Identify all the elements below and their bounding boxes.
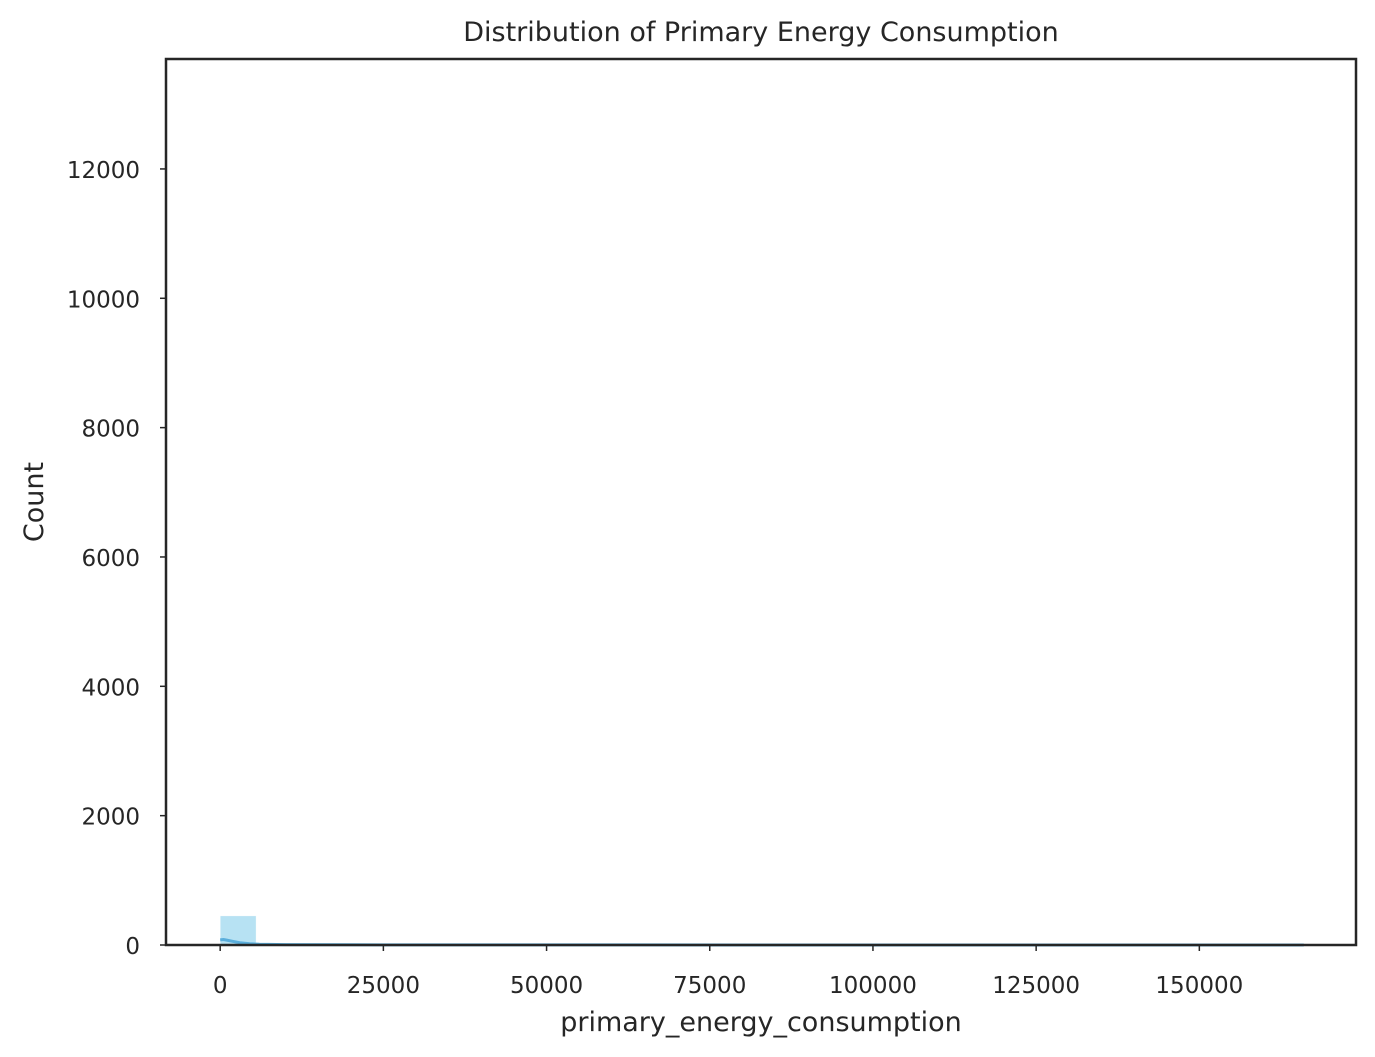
x-tick-label: 150000: [1155, 973, 1243, 999]
x-tick-label: 100000: [829, 973, 917, 999]
x-tick-label: 75000: [673, 973, 746, 999]
y-tick-label: 6000: [81, 546, 140, 572]
plot-frame: [164, 57, 1358, 947]
x-tick-label: 0: [213, 973, 228, 999]
y-tick-label: 4000: [81, 675, 140, 701]
y-tick-label: 12000: [67, 158, 140, 184]
plot-area: [166, 59, 1356, 945]
x-tick-label: 25000: [347, 973, 420, 999]
y-tick-label: 8000: [81, 417, 140, 443]
x-tick-label: 125000: [992, 973, 1080, 999]
x-axis-title: primary_energy_consumption: [560, 1007, 962, 1038]
y-tick-label: 10000: [67, 287, 140, 313]
x-tick-label: 50000: [510, 973, 583, 999]
x-axis-ticks: 0 25000 50000 75000 100000 125000 150000: [213, 945, 1243, 999]
y-tick-label: 2000: [81, 805, 140, 831]
chart-title: Distribution of Primary Energy Consumpti…: [463, 17, 1059, 48]
y-axis-title: Count: [19, 462, 50, 542]
y-axis-ticks: 0 2000 4000 6000 8000 10000 12000: [67, 158, 166, 960]
y-tick-label: 0: [125, 934, 140, 960]
